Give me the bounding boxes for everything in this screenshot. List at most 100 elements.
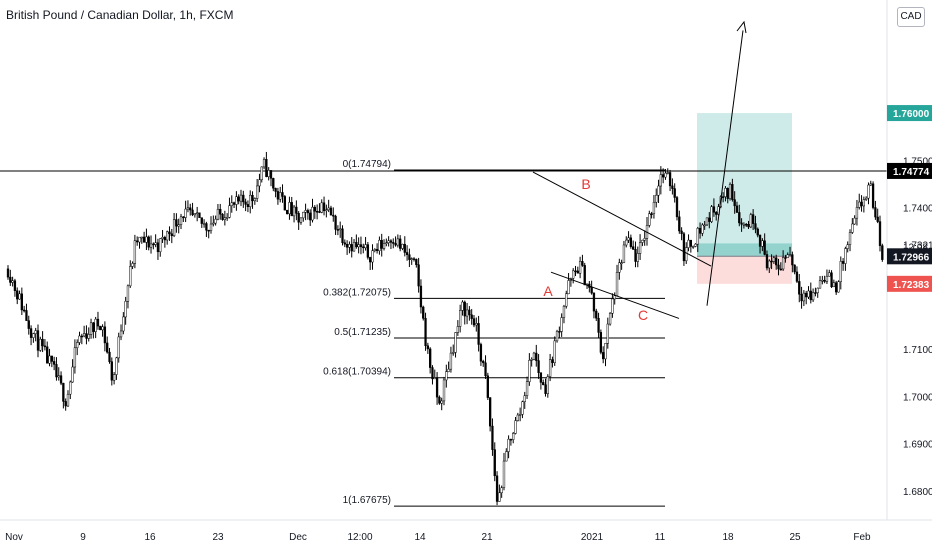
candle xyxy=(488,397,492,432)
candle xyxy=(89,318,93,339)
time-tick-label: 9 xyxy=(80,532,86,543)
target-price-badge xyxy=(887,105,932,122)
candle xyxy=(66,390,70,407)
candle xyxy=(846,241,849,253)
candle xyxy=(447,361,450,373)
candle xyxy=(389,239,393,250)
time-tick-label: 21 xyxy=(481,532,493,543)
fib-label: 1(1.67675) xyxy=(343,495,391,506)
candle xyxy=(345,240,349,255)
candle xyxy=(159,238,162,257)
candle xyxy=(359,236,363,255)
candle xyxy=(325,204,328,218)
candle xyxy=(712,198,716,217)
candle xyxy=(761,238,764,252)
candle xyxy=(641,239,644,247)
candle xyxy=(50,355,53,368)
candle xyxy=(182,216,185,222)
candle xyxy=(73,339,77,374)
candle xyxy=(691,245,695,249)
candle xyxy=(648,210,651,228)
horizontal-line-price-badge xyxy=(887,162,932,179)
candle xyxy=(844,246,847,271)
candle xyxy=(518,407,522,422)
candle xyxy=(449,346,453,373)
candle xyxy=(613,292,616,305)
candle xyxy=(140,236,143,244)
candle xyxy=(401,243,404,251)
candle xyxy=(48,348,51,367)
candle xyxy=(212,215,215,227)
candle xyxy=(267,167,270,181)
entry-zone xyxy=(697,243,792,257)
candle xyxy=(431,365,434,385)
candle xyxy=(274,187,277,198)
candle xyxy=(805,290,808,305)
candle xyxy=(22,305,26,313)
candle xyxy=(620,259,623,270)
candle xyxy=(465,302,469,325)
candle xyxy=(41,331,44,353)
candle xyxy=(754,215,757,234)
candle xyxy=(179,213,183,230)
candle xyxy=(751,209,755,231)
time-tick-label: Dec xyxy=(289,532,307,543)
candle xyxy=(209,216,213,234)
candle xyxy=(175,213,178,233)
candle xyxy=(555,329,559,343)
candle xyxy=(191,202,194,217)
candle xyxy=(680,227,683,241)
candle xyxy=(459,304,462,333)
candle xyxy=(452,344,455,356)
candle xyxy=(659,166,663,195)
candle xyxy=(851,218,854,234)
candle xyxy=(493,442,496,482)
candle xyxy=(281,184,284,203)
candle xyxy=(784,254,787,263)
candle xyxy=(396,234,400,248)
candle xyxy=(682,231,686,266)
candle xyxy=(147,235,150,251)
candle xyxy=(6,265,10,280)
candle xyxy=(763,233,766,256)
candle xyxy=(32,332,35,343)
price-tick-label: 1.71000 xyxy=(903,345,932,356)
countdown-label: 12:08 xyxy=(903,243,928,254)
candle xyxy=(355,234,358,249)
candle xyxy=(145,228,148,250)
candle xyxy=(244,198,247,212)
candle xyxy=(399,235,402,252)
candle xyxy=(687,234,690,252)
candle xyxy=(705,217,709,226)
candle xyxy=(276,187,280,205)
candle xyxy=(288,196,291,220)
candle xyxy=(535,344,538,367)
candle xyxy=(809,282,812,304)
candle xyxy=(655,188,658,208)
candle xyxy=(673,183,676,203)
candle xyxy=(848,229,852,252)
candle xyxy=(572,268,575,284)
candle xyxy=(221,213,224,221)
candle xyxy=(115,356,118,380)
candle xyxy=(622,240,626,264)
candle xyxy=(740,218,743,232)
last-price-price-label: 1.72966 xyxy=(893,252,930,263)
candle xyxy=(108,347,111,364)
candle xyxy=(269,170,273,187)
candle xyxy=(495,471,499,506)
candle xyxy=(29,325,33,346)
candle xyxy=(486,372,489,401)
candle xyxy=(216,204,220,221)
candle xyxy=(352,239,356,252)
candle xyxy=(106,336,109,354)
candle xyxy=(627,231,630,243)
candle xyxy=(484,355,487,379)
currency-button[interactable]: CAD xyxy=(897,7,925,27)
candle xyxy=(327,199,330,213)
candle xyxy=(311,198,314,223)
time-tick-label: 12:00 xyxy=(347,532,372,543)
candle xyxy=(479,342,483,366)
